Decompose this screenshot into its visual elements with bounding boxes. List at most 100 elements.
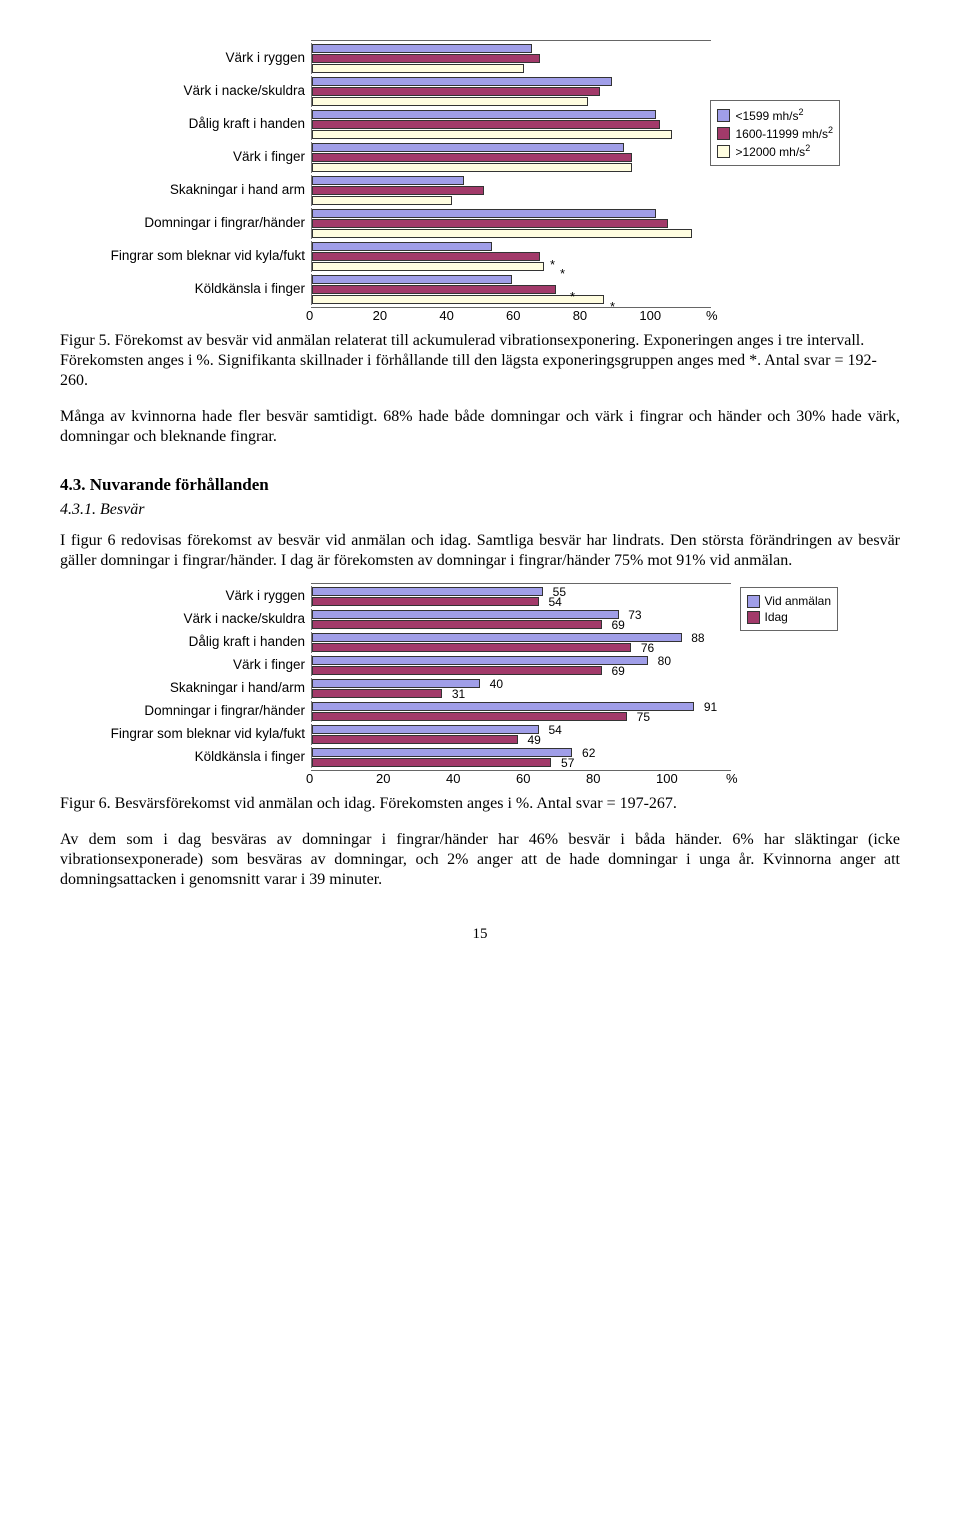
- significance-marker: *: [550, 257, 555, 272]
- bar: 31: [312, 689, 442, 698]
- chart-row: Domningar i fingrar/händer: [110, 208, 850, 239]
- x-tick: 60: [506, 308, 573, 323]
- category-label: Fingrar som bleknar vid kyla/fukt: [110, 727, 311, 742]
- bar: [312, 196, 452, 205]
- chart-2-legend: Vid anmälan Idag: [740, 587, 839, 631]
- x-tick: 0: [306, 308, 373, 323]
- significance-marker: *: [560, 266, 565, 281]
- legend-label: 1600-11999 mh/s2: [735, 125, 833, 141]
- category-label: Värk i finger: [110, 658, 311, 673]
- bar: [312, 219, 668, 228]
- category-label: Värk i nacke/skuldra: [110, 84, 311, 99]
- chart-row: Domningar i fingrar/händer9175: [110, 701, 850, 722]
- legend-label: <1599 mh/s2: [735, 107, 803, 123]
- legend-item: Idag: [747, 610, 832, 624]
- paragraph: I figur 6 redovisas förekomst av besvär …: [60, 531, 900, 571]
- x-tick: 40: [446, 771, 516, 786]
- legend-item: <1599 mh/s2: [717, 107, 833, 123]
- bar: 49: [312, 735, 518, 744]
- legend-swatch: [747, 595, 760, 608]
- bar: 88: [312, 633, 682, 642]
- x-tick: 100: [639, 308, 706, 323]
- bar-value-label: 54: [548, 595, 561, 609]
- bar: [312, 176, 464, 185]
- bar: [312, 262, 544, 271]
- bar: 55: [312, 587, 543, 596]
- legend-label: Idag: [765, 610, 788, 624]
- bar: 54: [312, 725, 539, 734]
- x-tick: 20: [373, 308, 440, 323]
- x-tick: 100: [656, 771, 726, 786]
- bar-value-label: 40: [490, 677, 503, 691]
- bar: 80: [312, 656, 648, 665]
- bar: [312, 242, 492, 251]
- chart-2: Värk i ryggen5554Värk i nacke/skuldra736…: [110, 583, 850, 786]
- bar: [312, 229, 692, 238]
- bar: [312, 77, 612, 86]
- legend-item: Vid anmälan: [747, 594, 832, 608]
- bar: 73: [312, 610, 619, 619]
- chart-row: Dålig kraft i handen8876: [110, 632, 850, 653]
- bar-value-label: 57: [561, 756, 574, 770]
- x-unit: %: [726, 771, 746, 786]
- category-label: Köldkänsla i finger: [110, 750, 311, 765]
- category-label: Fingrar som bleknar vid kyla/fukt: [110, 249, 311, 264]
- chart-row: Skakningar i hand/arm 40 31: [110, 678, 850, 699]
- paragraph: Av dem som i dag besväras av domningar i…: [60, 830, 900, 890]
- category-label: Värk i ryggen: [110, 51, 311, 66]
- page-number: 15: [60, 926, 900, 943]
- bar: 76: [312, 643, 631, 652]
- chart-row: Skakningar i hand arm: [110, 175, 850, 206]
- bar: [312, 130, 672, 139]
- bar: [312, 54, 540, 63]
- bar-value-label: 73: [628, 608, 641, 622]
- chart-row: Köldkänsla i finger6257: [110, 747, 850, 768]
- category-label: Värk i finger: [110, 150, 311, 165]
- bar-value-label: 75: [637, 710, 650, 724]
- legend-swatch: [747, 611, 760, 624]
- heading-4-3-1: 4.3.1. Besvär: [60, 501, 900, 519]
- x-tick: 80: [586, 771, 656, 786]
- bar: [312, 186, 484, 195]
- bar: 69: [312, 620, 602, 629]
- bar: [312, 163, 632, 172]
- category-label: Domningar i fingrar/händer: [110, 216, 311, 231]
- chart-1-x-axis: 020406080100%: [311, 308, 731, 323]
- bar: [312, 87, 600, 96]
- x-unit: %: [706, 308, 726, 323]
- bar: [312, 275, 512, 284]
- bar-value-label: 88: [691, 631, 704, 645]
- significance-marker: *: [570, 289, 575, 304]
- category-label: Värk i ryggen: [110, 589, 311, 604]
- bar-value-label: 80: [658, 654, 671, 668]
- legend-item: 1600-11999 mh/s2: [717, 125, 833, 141]
- bar-value-label: 69: [611, 618, 624, 632]
- legend-swatch: [717, 127, 730, 140]
- x-tick: 40: [439, 308, 506, 323]
- bar-value-label: 49: [527, 733, 540, 747]
- chart-row: Fingrar som bleknar vid kyla/fukt: [110, 241, 850, 272]
- chart-row: Fingrar som bleknar vid kyla/fukt5449: [110, 724, 850, 745]
- bar-value-label: 54: [548, 723, 561, 737]
- heading-4-3: 4.3. Nuvarande förhållanden: [60, 475, 900, 495]
- category-label: Dålig kraft i handen: [110, 117, 311, 132]
- x-tick: 20: [376, 771, 446, 786]
- category-label: Skakningar i hand/arm: [110, 681, 311, 696]
- x-tick: 0: [306, 771, 376, 786]
- legend-swatch: [717, 109, 730, 122]
- legend-swatch: [717, 145, 730, 158]
- bar: [312, 64, 524, 73]
- chart-row: Värk i ryggen: [110, 43, 850, 74]
- chart-row: Köldkänsla i finger: [110, 274, 850, 305]
- chart-2-x-axis: 020406080100%: [311, 771, 751, 786]
- chart-1: Värk i ryggen Värk i nacke/skuldra Dålig k…: [110, 40, 850, 323]
- bar: 69: [312, 666, 602, 675]
- bar: [312, 295, 604, 304]
- paragraph: Många av kvinnorna hade fler besvär samt…: [60, 407, 900, 447]
- bar-value-label: 31: [452, 687, 465, 701]
- bar: [312, 97, 588, 106]
- category-label: Domningar i fingrar/händer: [110, 704, 311, 719]
- bar-value-label: 76: [641, 641, 654, 655]
- chart-row: Värk i finger8069: [110, 655, 850, 676]
- x-tick: 60: [516, 771, 586, 786]
